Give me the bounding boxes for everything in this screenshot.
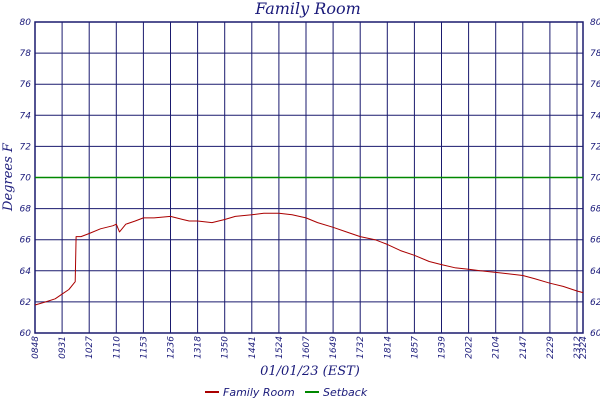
legend: Family Room Setback xyxy=(205,386,368,399)
legend-label: Setback xyxy=(323,386,368,399)
y-tick-label-right: 60 xyxy=(590,329,600,339)
x-tick-label: 1350 xyxy=(221,336,231,359)
y-tick-label-left: 72 xyxy=(20,142,32,152)
y-tick-label-right: 64 xyxy=(590,267,600,277)
x-tick-label: 1153 xyxy=(139,336,149,359)
x-tick-label: 1524 xyxy=(275,336,285,359)
series-line-family-room xyxy=(34,212,584,306)
y-tick-label-left: 76 xyxy=(20,80,32,90)
y-tick-label-right: 62 xyxy=(590,298,600,308)
y-tick-label-right: 76 xyxy=(590,80,600,90)
y-tick-label-right: 66 xyxy=(590,236,600,246)
y-tick-label-left: 60 xyxy=(20,329,32,339)
x-tick-label: 1110 xyxy=(112,336,122,359)
x-tick-label: 2147 xyxy=(519,336,529,359)
y-tick-label-right: 78 xyxy=(590,49,600,59)
y-tick-label-left: 62 xyxy=(20,298,32,308)
x-tick-label: 1236 xyxy=(167,336,177,359)
x-tick-label: 1649 xyxy=(329,336,339,359)
y-tick-label-right: 68 xyxy=(590,205,600,215)
x-tick-label: 2022 xyxy=(465,336,475,359)
y-tick-label-right: 70 xyxy=(590,174,600,184)
x-tick-label: 1441 xyxy=(248,336,258,359)
x-tick-label: 0931 xyxy=(58,336,68,359)
x-tick-label: 1939 xyxy=(438,336,448,359)
y-tick-label-left: 78 xyxy=(20,49,32,59)
x-tick-label: 1027 xyxy=(85,336,95,359)
y-tick-label-right: 72 xyxy=(590,142,600,152)
y-tick-label-left: 80 xyxy=(20,18,32,28)
x-tick-label: 1318 xyxy=(194,336,204,359)
y-axis-label: Degrees F xyxy=(1,142,16,212)
legend-label: Family Room xyxy=(223,386,295,399)
x-tick-label: 2312 xyxy=(573,336,583,359)
y-tick-label-left: 70 xyxy=(20,174,32,184)
x-tick-label: 1857 xyxy=(410,336,420,359)
y-tick-label-left: 64 xyxy=(20,267,32,277)
x-tick-label: 0848 xyxy=(31,336,41,359)
x-tick-label: 1814 xyxy=(383,336,393,359)
y-tick-label-left: 74 xyxy=(20,111,32,121)
x-tick-label: 2104 xyxy=(492,336,502,359)
x-tick-label: 1607 xyxy=(302,336,312,359)
y-tick-label-left: 68 xyxy=(20,205,32,215)
y-tick-label-left: 66 xyxy=(20,236,32,246)
x-tick-label: 2229 xyxy=(546,336,556,359)
y-tick-label-right: 80 xyxy=(590,18,600,28)
chart-title: Family Room xyxy=(254,0,361,18)
x-axis-label: 01/01/23 (EST) xyxy=(260,364,360,379)
y-tick-label-right: 74 xyxy=(590,111,600,121)
plot-area: 60 60 62 62 64 64 66 66 68 68 70 70 72 72 74 74 76 76 78 78… xyxy=(20,18,600,359)
x-tick-label: 1732 xyxy=(356,336,366,359)
x-tick-label: 2324 xyxy=(579,336,589,359)
